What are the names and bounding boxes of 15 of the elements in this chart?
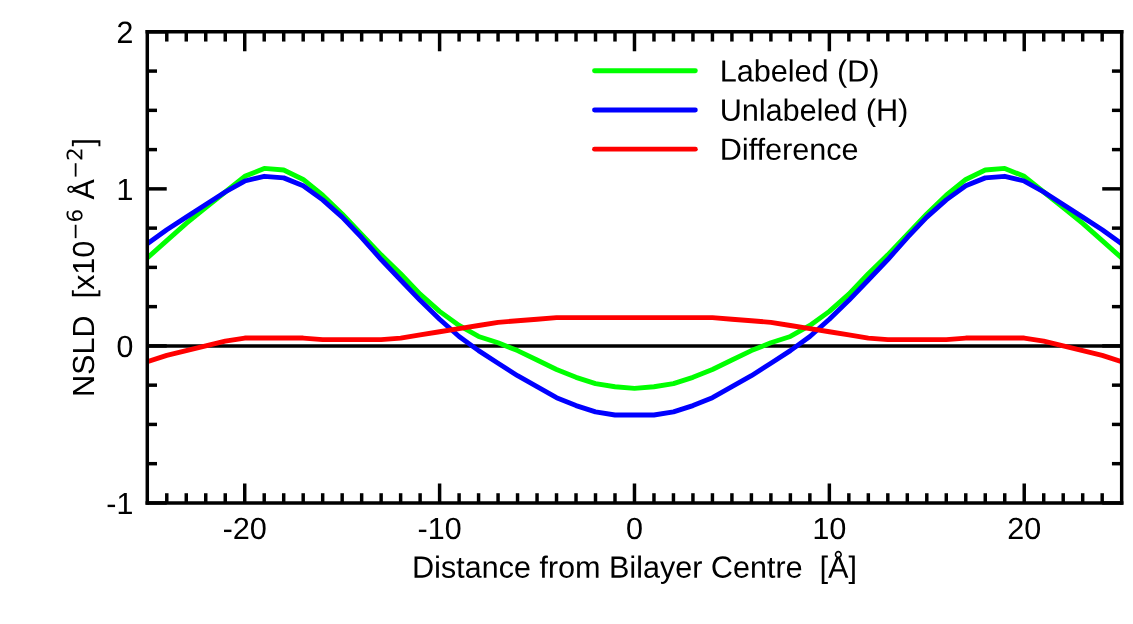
legend-label: Difference	[722, 137, 858, 161]
y-tick-label: 2	[117, 21, 132, 43]
legend-label: Unlabeled (H)	[722, 98, 907, 127]
x-tick-label: 20	[1008, 517, 1041, 540]
legend-label: Labeled (D)	[722, 59, 878, 88]
line-series	[147, 315, 1122, 365]
y-tick-label: -1	[107, 492, 132, 515]
x-tick-label: -20	[224, 517, 266, 540]
x-axis-title: Distance from Bilayer Centre [Å]	[414, 550, 855, 584]
x-tick-label: 10	[814, 517, 846, 540]
x-tick-label: -10	[418, 517, 461, 540]
x-tick-label: 0	[627, 517, 642, 540]
y-tick-label: 0	[117, 335, 133, 358]
y-axis-title: NSLD [x10$^{−6}$ Å$^{−2}$]	[66, 140, 101, 395]
y-tick-label: 1	[118, 178, 132, 200]
